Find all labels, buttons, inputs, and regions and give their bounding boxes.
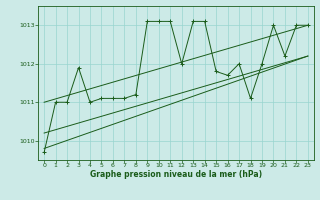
X-axis label: Graphe pression niveau de la mer (hPa): Graphe pression niveau de la mer (hPa)	[90, 170, 262, 179]
